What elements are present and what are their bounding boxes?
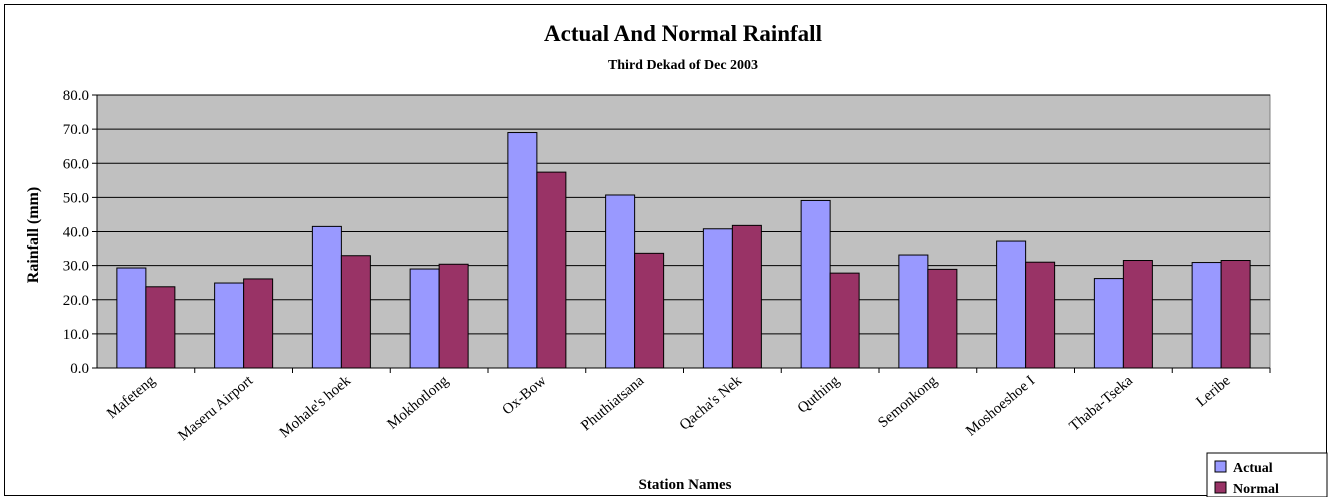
chart-title: Actual And Normal Rainfall — [544, 21, 822, 46]
chart-subtitle: Third Dekad of Dec 2003 — [608, 58, 758, 73]
y-tick-label: 20.0 — [63, 293, 89, 309]
bar-normal — [927, 268, 958, 369]
bar-actual — [800, 199, 831, 369]
bar-actual — [311, 225, 342, 369]
legend-box — [1206, 452, 1328, 497]
legend: Actual Normal — [1206, 452, 1328, 497]
y-tick-label: 80.0 — [63, 88, 89, 104]
y-tick-label: 30.0 — [63, 259, 89, 275]
bar-actual — [409, 268, 440, 369]
y-tick-label: 0.0 — [70, 361, 89, 377]
plot-area: 0.0 10.0 20.0 30.0 40.0 50.0 60.0 70.0 80.0 Mafet… — [63, 88, 1271, 444]
bar-normal — [1122, 260, 1153, 369]
legend-swatch-normal — [1214, 481, 1227, 494]
x-category-label: Mafeteng — [104, 372, 159, 422]
x-category-label: Phuthiatsana — [578, 373, 647, 435]
chart-svg: Actual And Normal Rainfall Third Dekad o… — [25, 21, 1328, 497]
bar-normal — [829, 272, 860, 369]
x-category-label: Mokhotlong — [385, 372, 452, 432]
x-category-label: Maseru Airport — [175, 372, 256, 444]
bar-actual — [214, 282, 245, 369]
x-category-label: Semonkong — [875, 372, 941, 431]
bar-normal — [634, 252, 665, 369]
bar-actual — [702, 228, 733, 369]
bar-normal — [536, 171, 567, 369]
x-category-label: Moshoeshoe I — [963, 373, 1038, 440]
y-tick-label: 60.0 — [63, 156, 89, 172]
x-category-label: Quthing — [795, 372, 843, 416]
legend-label-normal: Normal — [1233, 482, 1279, 497]
y-axis-label: Rainfall (mm) — [25, 187, 42, 283]
bar-actual — [1093, 278, 1124, 369]
bar-normal — [340, 255, 371, 369]
bar-actual — [116, 267, 147, 369]
x-category-label: Mohale's hoek — [277, 372, 355, 441]
bar-actual — [605, 194, 636, 369]
bar-actual — [996, 240, 1027, 369]
legend-swatch-actual — [1214, 460, 1227, 473]
x-axis-label: Station Names — [639, 477, 732, 493]
bar-normal — [731, 224, 762, 369]
chart-frame: Actual And Normal Rainfall Third Dekad o… — [4, 4, 1328, 497]
x-category-label: Qacha's Nek — [677, 372, 746, 433]
y-tick-label: 10.0 — [63, 327, 89, 343]
bar-actual — [898, 254, 929, 369]
bar-normal — [438, 263, 469, 369]
y-tick-label: 40.0 — [63, 225, 89, 241]
y-tick-label: 50.0 — [63, 190, 89, 206]
bar-normal — [243, 278, 274, 369]
y-tick-label: 70.0 — [63, 122, 89, 138]
x-category-label: Thaba-Tseka — [1066, 373, 1136, 435]
bar-normal — [145, 286, 176, 369]
bar-normal — [1025, 261, 1056, 369]
x-category-label: Leribe — [1193, 373, 1234, 411]
bar-actual — [1191, 262, 1222, 369]
x-category-label: Ox-Bow — [500, 373, 550, 419]
bar-normal — [1220, 260, 1251, 369]
legend-label-actual: Actual — [1233, 461, 1273, 476]
bar-actual — [507, 132, 538, 369]
